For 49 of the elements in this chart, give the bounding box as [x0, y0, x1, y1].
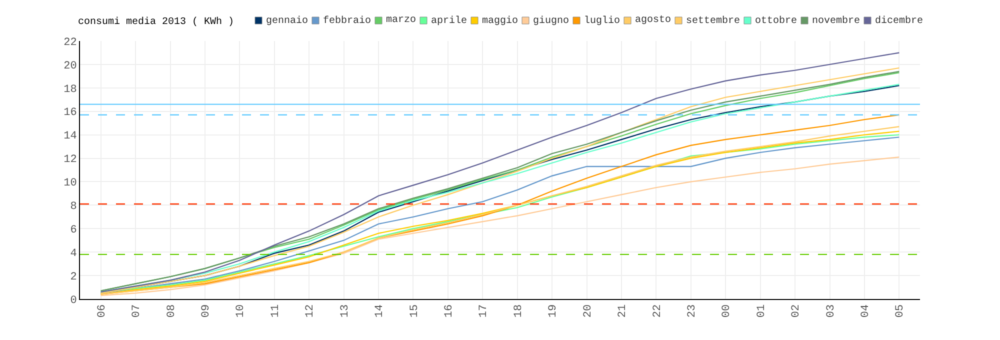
- y-tick-label: 22: [64, 36, 77, 49]
- legend-label: giugno: [533, 15, 570, 27]
- x-tick-label: 21: [617, 304, 630, 318]
- x-tick-label: 10: [235, 304, 248, 318]
- legend-label: febbraio: [323, 15, 372, 27]
- x-tick-label: 01: [756, 304, 768, 318]
- y-tick-label: 0: [70, 294, 77, 307]
- legend-label: ottobre: [755, 15, 798, 27]
- x-tick-label: 02: [790, 304, 803, 318]
- x-tick-label: 11: [270, 304, 282, 318]
- y-tick-label: 6: [70, 224, 77, 236]
- y-tick-label: 8: [70, 201, 77, 214]
- x-tick-label: 15: [408, 304, 421, 318]
- legend-label: aprile: [431, 15, 468, 27]
- legend-label: maggio: [482, 15, 518, 27]
- legend-label: marzo: [386, 15, 416, 26]
- y-tick-label: 2: [70, 271, 77, 284]
- x-tick-label: 04: [860, 304, 872, 318]
- x-tick-label: 03: [825, 304, 838, 318]
- y-tick-label: 10: [64, 178, 77, 190]
- legend-label: gennaio: [266, 15, 308, 27]
- legend-label: agosto: [635, 15, 672, 26]
- x-tick-label: 17: [478, 304, 490, 318]
- x-tick-label: 16: [444, 304, 456, 318]
- x-tick-label: 23: [686, 304, 698, 318]
- x-tick-label: 14: [374, 304, 386, 318]
- x-tick-label: 19: [548, 304, 560, 318]
- legend-label: settembre: [686, 15, 740, 27]
- y-tick-label: 4: [70, 248, 78, 260]
- x-tick-label: 22: [652, 304, 664, 318]
- y-tick-label: 18: [64, 84, 77, 96]
- legend-label: luglio: [584, 15, 620, 27]
- x-tick-label: 07: [131, 304, 144, 318]
- y-tick-label: 16: [64, 107, 77, 120]
- legend-label: novembre: [812, 15, 860, 27]
- x-tick-label: 06: [96, 304, 108, 318]
- x-tick-label: 12: [304, 304, 317, 318]
- x-tick-label: 18: [512, 304, 525, 318]
- chart-title: consumi media 2013 ( KWh ): [78, 16, 234, 28]
- x-tick-label: 00: [721, 304, 734, 318]
- y-tick-label: 20: [64, 60, 77, 72]
- legend-label: dicembre: [875, 15, 924, 27]
- x-tick-label: 08: [166, 304, 178, 318]
- x-tick-label: 09: [200, 304, 213, 318]
- x-tick-label: 13: [339, 304, 352, 318]
- y-tick-label: 14: [64, 130, 78, 143]
- x-tick-label: 05: [894, 304, 907, 318]
- x-tick-label: 20: [582, 304, 594, 318]
- y-tick-label: 12: [64, 154, 77, 166]
